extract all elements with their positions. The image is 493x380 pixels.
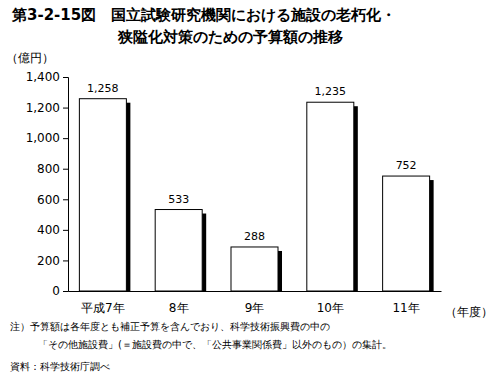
- annotation: 注）予算額は各年度とも補正予算を含んでおり、科学技術振興費の中の: [10, 321, 330, 332]
- bars: [79, 99, 433, 291]
- y-tick-mark: [63, 199, 68, 200]
- x-tick-label: 9年: [245, 301, 265, 315]
- y-tick-label: 1,400: [26, 70, 60, 84]
- data-label: 752: [396, 159, 417, 172]
- data-label: 288: [244, 230, 265, 243]
- y-tick: 600: [37, 193, 68, 207]
- y-tick: 0: [52, 284, 68, 298]
- data-label: 1,235: [315, 85, 347, 98]
- y-tick: 200: [37, 254, 68, 268]
- annotation: 「その他施設費」(＝施設費の中で、「公共事業関係費」以外のもの）の集計。: [38, 339, 392, 350]
- y-axis-line: [63, 78, 69, 292]
- plot: 1,258 533 288 1,235 752 0 200 400 600 800 1,000 1,2…: [26, 70, 442, 314]
- title-line: 狭隘化対策のための予算額の推移: [117, 28, 343, 46]
- y-tick-label: 0: [52, 284, 60, 298]
- x-tick: 9年: [245, 291, 265, 315]
- x-tick: 11年: [392, 291, 419, 315]
- y-tick: 1,400: [26, 70, 68, 84]
- y-tick-label: 200: [37, 254, 60, 268]
- y-axis: 0 200 400 600 800 1,000 1,200 1,400: [26, 70, 69, 298]
- y-tick-mark: [63, 260, 68, 261]
- x-axis-title: （年度）: [445, 305, 493, 319]
- y-tick: 800: [37, 162, 68, 176]
- y-tick-mark: [63, 169, 68, 170]
- y-tick-mark: [63, 77, 68, 78]
- y-tick-label: 1,200: [26, 101, 60, 115]
- bar: [155, 210, 202, 291]
- bar: [231, 247, 278, 291]
- y-tick: 1,000: [26, 131, 68, 145]
- x-tick-label: 平成7年: [81, 301, 125, 315]
- chart: 第3-2-15図 国立試験研究機関における施設の老朽化・狭隘化対策のための予算額…: [0, 0, 493, 380]
- y-tick: 400: [37, 223, 68, 237]
- y-tick-mark: [63, 108, 68, 109]
- bar: [79, 99, 126, 291]
- x-tick-label: 8年: [169, 301, 189, 315]
- y-tick-mark: [63, 230, 68, 231]
- annotation: 資料：科学技術庁調べ: [10, 361, 110, 372]
- data-label: 1,258: [87, 82, 119, 95]
- y-tick: 1,200: [26, 101, 68, 115]
- x-axis-line: [69, 291, 442, 292]
- x-axis: 平成7年 8年 9年 10年 11年: [69, 291, 442, 315]
- y-tick-mark: [63, 138, 68, 139]
- title: 第3-2-15図 国立試験研究機関における施設の老朽化・狭隘化対策のための予算額…: [11, 6, 396, 46]
- x-tick: 8年: [169, 291, 189, 315]
- data-label: 533: [168, 193, 189, 206]
- x-tick: 平成7年: [81, 291, 125, 315]
- y-tick-label: 600: [37, 193, 60, 207]
- bar: [307, 102, 354, 291]
- title-line: 第3-2-15図 国立試験研究機関における施設の老朽化・: [11, 6, 396, 24]
- y-tick-label: 800: [37, 162, 60, 176]
- x-tick-label: 11年: [392, 301, 419, 315]
- y-tick-mark: [63, 291, 68, 292]
- y-axis-title: （億円）: [6, 51, 54, 65]
- bar: [383, 176, 430, 291]
- y-tick-label: 400: [37, 223, 60, 237]
- x-tick-label: 10年: [317, 301, 344, 315]
- y-tick-label: 1,000: [26, 131, 60, 145]
- x-tick: 10年: [317, 291, 344, 315]
